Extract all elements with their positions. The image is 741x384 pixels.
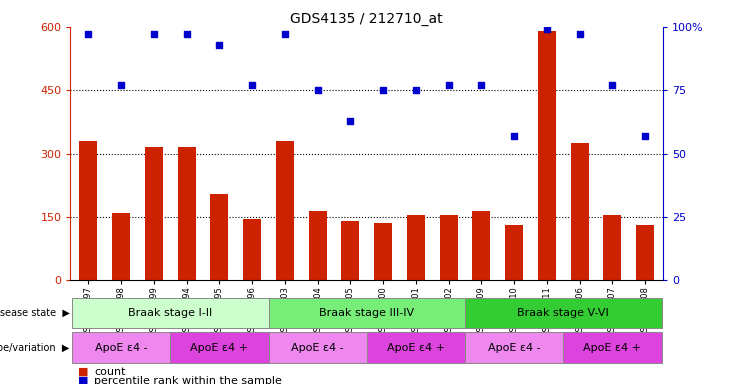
Text: ApoE ε4 +: ApoE ε4 +	[583, 343, 642, 353]
Text: ApoE ε4 +: ApoE ε4 +	[190, 343, 248, 353]
Bar	[505, 225, 523, 280]
Bar	[374, 223, 392, 280]
Bar	[268, 298, 465, 328]
Bar	[342, 221, 359, 280]
Point	[312, 87, 324, 93]
Point	[377, 87, 389, 93]
Bar	[276, 141, 294, 280]
Text: Braak stage III-IV: Braak stage III-IV	[319, 308, 414, 318]
Bar	[170, 332, 268, 363]
Bar	[563, 332, 662, 363]
Point	[476, 82, 488, 88]
Point	[148, 31, 160, 38]
Point	[410, 87, 422, 93]
Point	[345, 118, 356, 124]
Text: ApoE ε4 -: ApoE ε4 -	[95, 343, 147, 353]
Point	[606, 82, 618, 88]
Point	[639, 133, 651, 139]
Bar	[637, 225, 654, 280]
Bar	[112, 213, 130, 280]
Bar	[268, 332, 367, 363]
Point	[442, 82, 454, 88]
Text: ■: ■	[78, 367, 88, 377]
Text: ApoE ε4 -: ApoE ε4 -	[488, 343, 540, 353]
Text: ApoE ε4 +: ApoE ε4 +	[387, 343, 445, 353]
Bar	[72, 332, 170, 363]
Text: ■: ■	[78, 376, 88, 384]
Text: ApoE ε4 -: ApoE ε4 -	[291, 343, 344, 353]
Point	[246, 82, 258, 88]
Text: percentile rank within the sample: percentile rank within the sample	[94, 376, 282, 384]
Bar	[439, 215, 458, 280]
Text: genotype/variation  ▶: genotype/variation ▶	[0, 343, 70, 353]
Bar	[145, 147, 163, 280]
Point	[508, 133, 520, 139]
Text: count: count	[94, 367, 126, 377]
Point	[181, 31, 193, 38]
Bar	[473, 210, 491, 280]
Point	[213, 41, 225, 48]
Text: disease state  ▶: disease state ▶	[0, 308, 70, 318]
Bar	[571, 143, 588, 280]
Title: GDS4135 / 212710_at: GDS4135 / 212710_at	[290, 12, 443, 26]
Bar	[367, 332, 465, 363]
Bar	[178, 147, 196, 280]
Bar	[603, 215, 622, 280]
Bar	[407, 215, 425, 280]
Point	[541, 26, 553, 33]
Bar	[309, 210, 327, 280]
Point	[279, 31, 291, 38]
Bar	[210, 194, 228, 280]
Bar	[243, 219, 261, 280]
Bar	[465, 332, 563, 363]
Point	[116, 82, 127, 88]
Point	[82, 31, 94, 38]
Bar	[538, 31, 556, 280]
Text: Braak stage I-II: Braak stage I-II	[128, 308, 213, 318]
Text: Braak stage V-VI: Braak stage V-VI	[517, 308, 609, 318]
Bar	[465, 298, 662, 328]
Point	[574, 31, 585, 38]
Bar	[79, 141, 97, 280]
Bar	[72, 298, 268, 328]
